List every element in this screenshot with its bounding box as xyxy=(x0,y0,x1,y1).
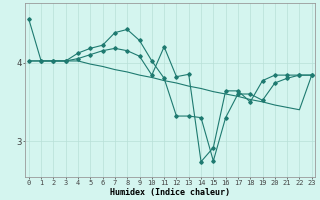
X-axis label: Humidex (Indice chaleur): Humidex (Indice chaleur) xyxy=(110,188,230,197)
